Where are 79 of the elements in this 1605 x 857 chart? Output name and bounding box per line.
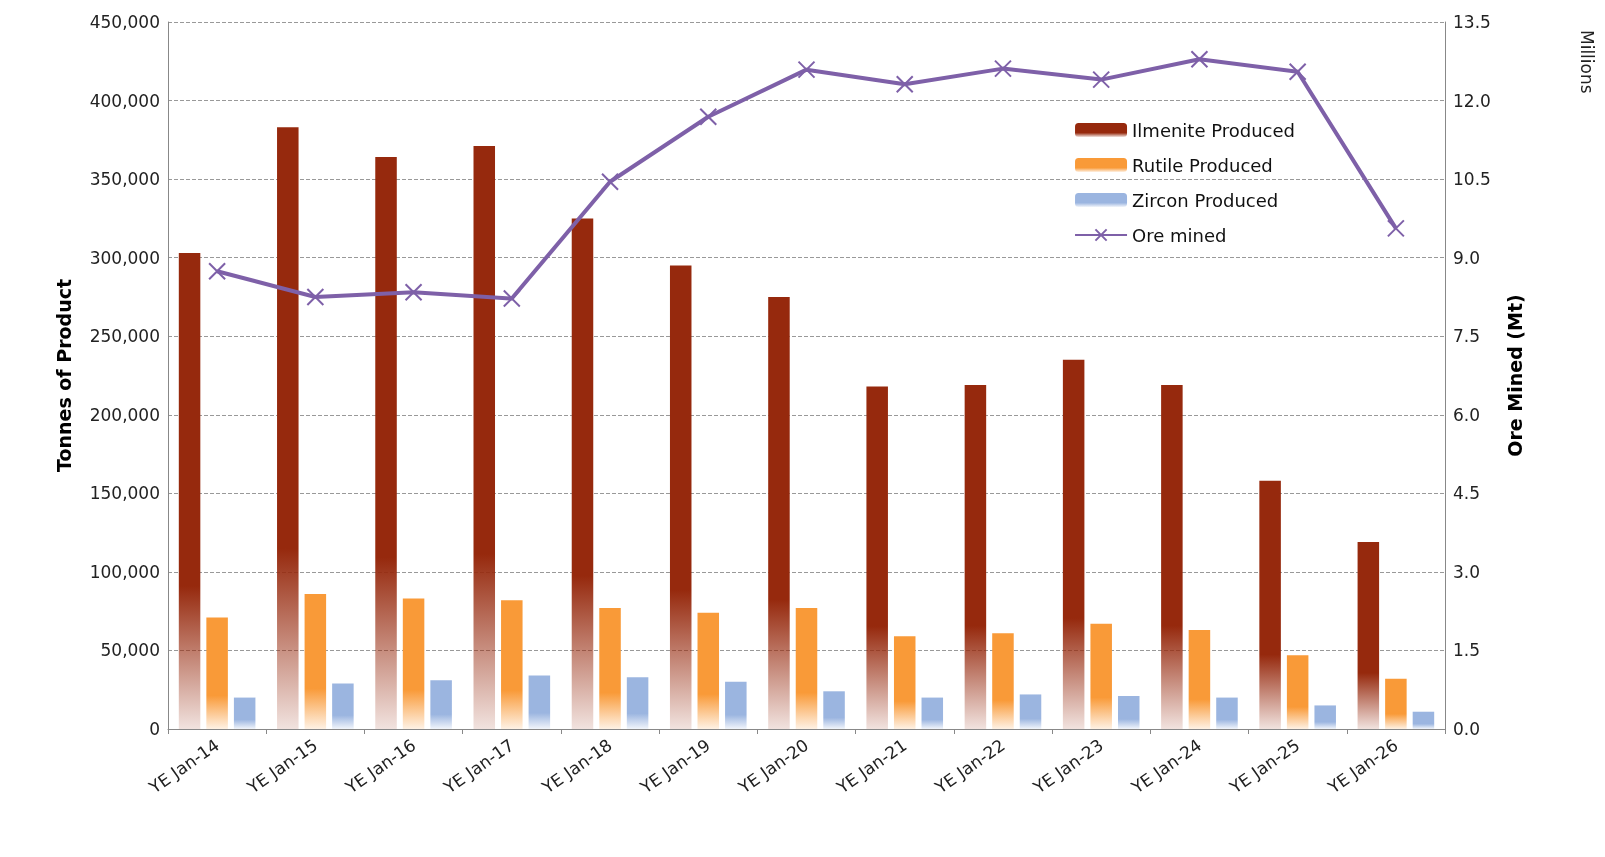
y-tick-label: 150,000 [89, 483, 160, 504]
bar [332, 683, 354, 729]
point [699, 107, 718, 126]
y-axis-title: Tonnes of Product [52, 278, 75, 473]
y-tick-label: 0 [149, 719, 160, 739]
y-tick-label: 350,000 [89, 169, 160, 190]
bar [992, 633, 1014, 729]
y2-tick-label: 10.5 [1453, 169, 1491, 190]
bar [921, 697, 944, 729]
y2-tick-label: 3.0 [1453, 561, 1481, 582]
bar [501, 600, 523, 729]
bar [866, 386, 888, 729]
point [601, 172, 620, 191]
y2-tick-label: 12.0 [1453, 90, 1491, 111]
point [306, 287, 325, 306]
y2-tick-label: 7.5 [1453, 326, 1481, 347]
bar [1117, 696, 1140, 729]
bar [571, 218, 594, 729]
y2-tick-label: 1.5 [1453, 640, 1481, 661]
bar [233, 697, 256, 729]
point [502, 289, 521, 308]
bar [1286, 655, 1309, 729]
bar [1216, 697, 1238, 729]
point [993, 59, 1012, 78]
bar [375, 157, 397, 729]
bar [304, 593, 327, 729]
bar [430, 680, 452, 729]
point [1386, 219, 1405, 238]
point [208, 262, 227, 281]
point [895, 75, 914, 94]
legend-label: Rutile Produced [1132, 154, 1273, 176]
bar [1259, 480, 1281, 729]
bar [277, 127, 299, 729]
bar [1019, 694, 1042, 729]
y-tick-label: 200,000 [89, 404, 160, 425]
y2-tick-label: 13.5 [1453, 12, 1491, 32]
bar [626, 677, 649, 729]
point [1092, 70, 1111, 89]
text: Millions [1576, 30, 1597, 94]
bar [1385, 678, 1407, 729]
bar [599, 608, 621, 729]
bar [402, 598, 425, 729]
bar [1090, 623, 1112, 729]
y-tick-label: 250,000 [89, 326, 160, 347]
bar [1314, 705, 1336, 729]
y-tick-label: 400,000 [89, 90, 160, 111]
point [404, 283, 423, 302]
bar [823, 691, 845, 729]
bar [1062, 359, 1085, 729]
bar [178, 252, 201, 729]
bar [473, 146, 496, 729]
bar [669, 265, 692, 729]
y2-tick-label: 4.5 [1453, 483, 1481, 504]
y2-tick-label: 9.0 [1453, 247, 1481, 268]
legend-label: Ore mined [1132, 224, 1227, 246]
bar [964, 384, 987, 729]
y-tick-label: 450,000 [89, 12, 160, 32]
y2-tick-label: 0.0 [1453, 719, 1481, 739]
bar [1412, 711, 1435, 729]
bar [1357, 542, 1380, 729]
bar [1161, 384, 1183, 729]
legend-label: Zircon Produced [1132, 189, 1279, 211]
bar [697, 612, 720, 729]
y-tick-label: 50,000 [100, 640, 160, 661]
bar [795, 608, 818, 729]
point [1190, 50, 1209, 69]
point [1288, 62, 1307, 81]
y2-tick-label: 6.0 [1453, 404, 1481, 425]
legend-label: Ilmenite Produced [1132, 119, 1295, 141]
bar [893, 636, 916, 729]
bar [768, 296, 790, 729]
bar [528, 675, 551, 729]
bar [206, 617, 228, 729]
bar [725, 681, 747, 729]
y2-axis-title: Ore Mined (Mt) [1503, 294, 1526, 457]
y-tick-label: 100,000 [89, 561, 160, 582]
bar [1188, 630, 1211, 729]
y-tick-label: 300,000 [89, 247, 160, 268]
point [797, 60, 816, 79]
